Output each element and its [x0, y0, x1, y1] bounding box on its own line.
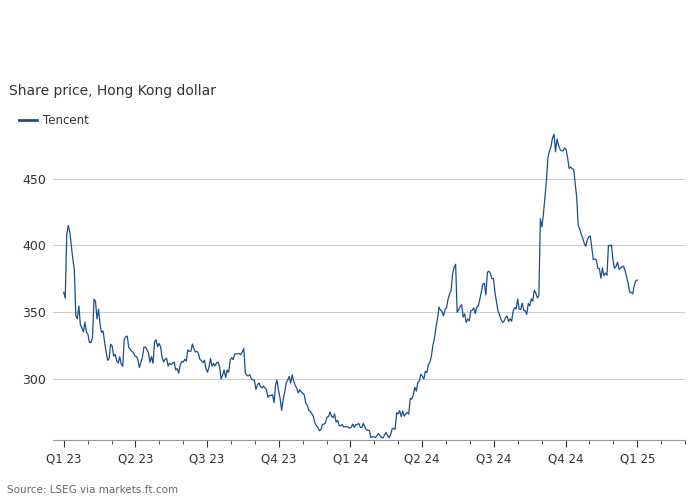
Legend: Tencent: Tencent	[15, 109, 94, 132]
Text: Source: LSEG via markets.ft.com: Source: LSEG via markets.ft.com	[7, 485, 178, 495]
Text: Share price, Hong Kong dollar: Share price, Hong Kong dollar	[8, 84, 216, 98]
